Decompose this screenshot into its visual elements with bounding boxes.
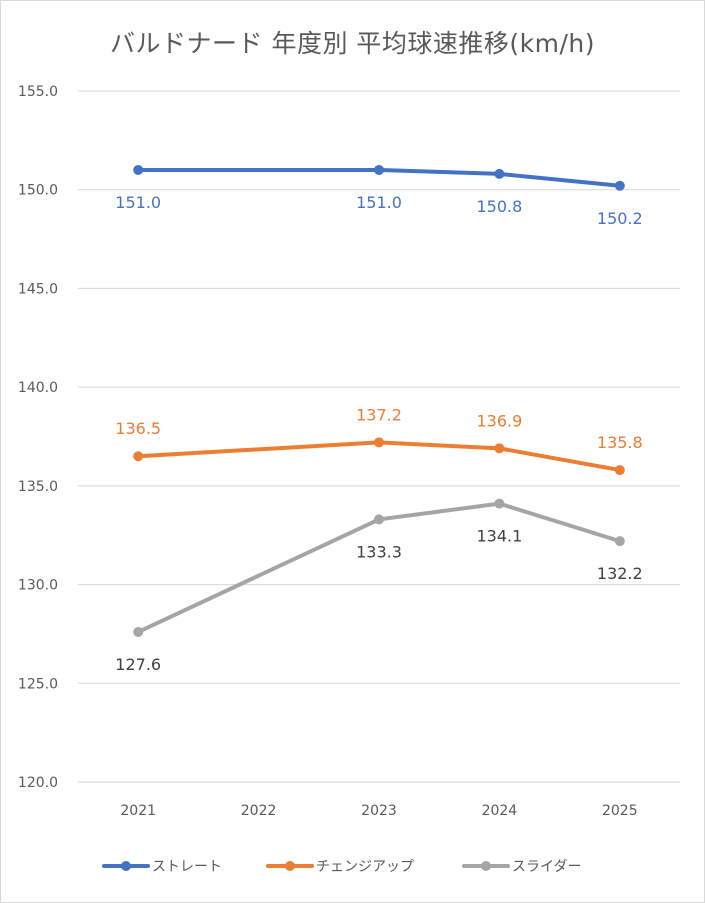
y-tick-label: 140.0 [18, 380, 58, 396]
data-point [614, 536, 625, 547]
chart-title: バルドナード 年度別 平均球速推移(km/h) [110, 29, 595, 58]
legend-marker [285, 861, 295, 871]
legend-marker [481, 861, 491, 871]
data-label: 135.8 [597, 433, 643, 452]
legend-label: スライダー [512, 859, 581, 875]
data-point [374, 437, 384, 448]
data-point [133, 626, 144, 637]
y-tick-label: 120.0 [18, 775, 58, 791]
y-tick-label: 125.0 [18, 676, 58, 692]
data-label: 133.3 [356, 542, 402, 561]
y-tick-label: 155.0 [18, 84, 58, 100]
data-point [494, 168, 505, 179]
legend-label: チェンジアップ [316, 859, 414, 875]
legend-marker [121, 861, 131, 871]
data-point [374, 164, 384, 175]
x-tick-label: 2024 [482, 803, 518, 819]
y-tick-label: 145.0 [18, 281, 58, 297]
x-tick-label: 2025 [602, 803, 638, 819]
y-tick-label: 130.0 [18, 578, 58, 594]
data-point [614, 465, 625, 476]
data-label: 134.1 [476, 527, 522, 546]
y-tick-label: 150.0 [18, 183, 58, 199]
x-tick-label: 2022 [241, 803, 277, 819]
legend-label: ストレート [152, 859, 222, 875]
data-point [494, 498, 505, 509]
data-label: 127.6 [115, 655, 161, 674]
data-label: 137.2 [356, 405, 402, 424]
x-tick-label: 2023 [361, 803, 397, 819]
data-label: 151.0 [356, 193, 402, 212]
data-point [374, 514, 384, 525]
data-label: 150.2 [597, 209, 643, 228]
series-line [136, 167, 622, 188]
series-line [136, 440, 622, 473]
data-label: 132.2 [597, 564, 643, 583]
y-tick-label: 135.0 [18, 479, 58, 495]
data-label: 151.0 [115, 193, 161, 212]
x-tick-label: 2021 [120, 803, 156, 819]
data-point [614, 180, 625, 191]
data-point [133, 164, 144, 175]
data-label: 150.8 [476, 197, 522, 216]
data-label: 136.9 [476, 411, 522, 430]
data-point [494, 443, 505, 454]
data-point [133, 451, 144, 462]
series-line [136, 501, 622, 634]
data-label: 136.5 [115, 419, 161, 438]
